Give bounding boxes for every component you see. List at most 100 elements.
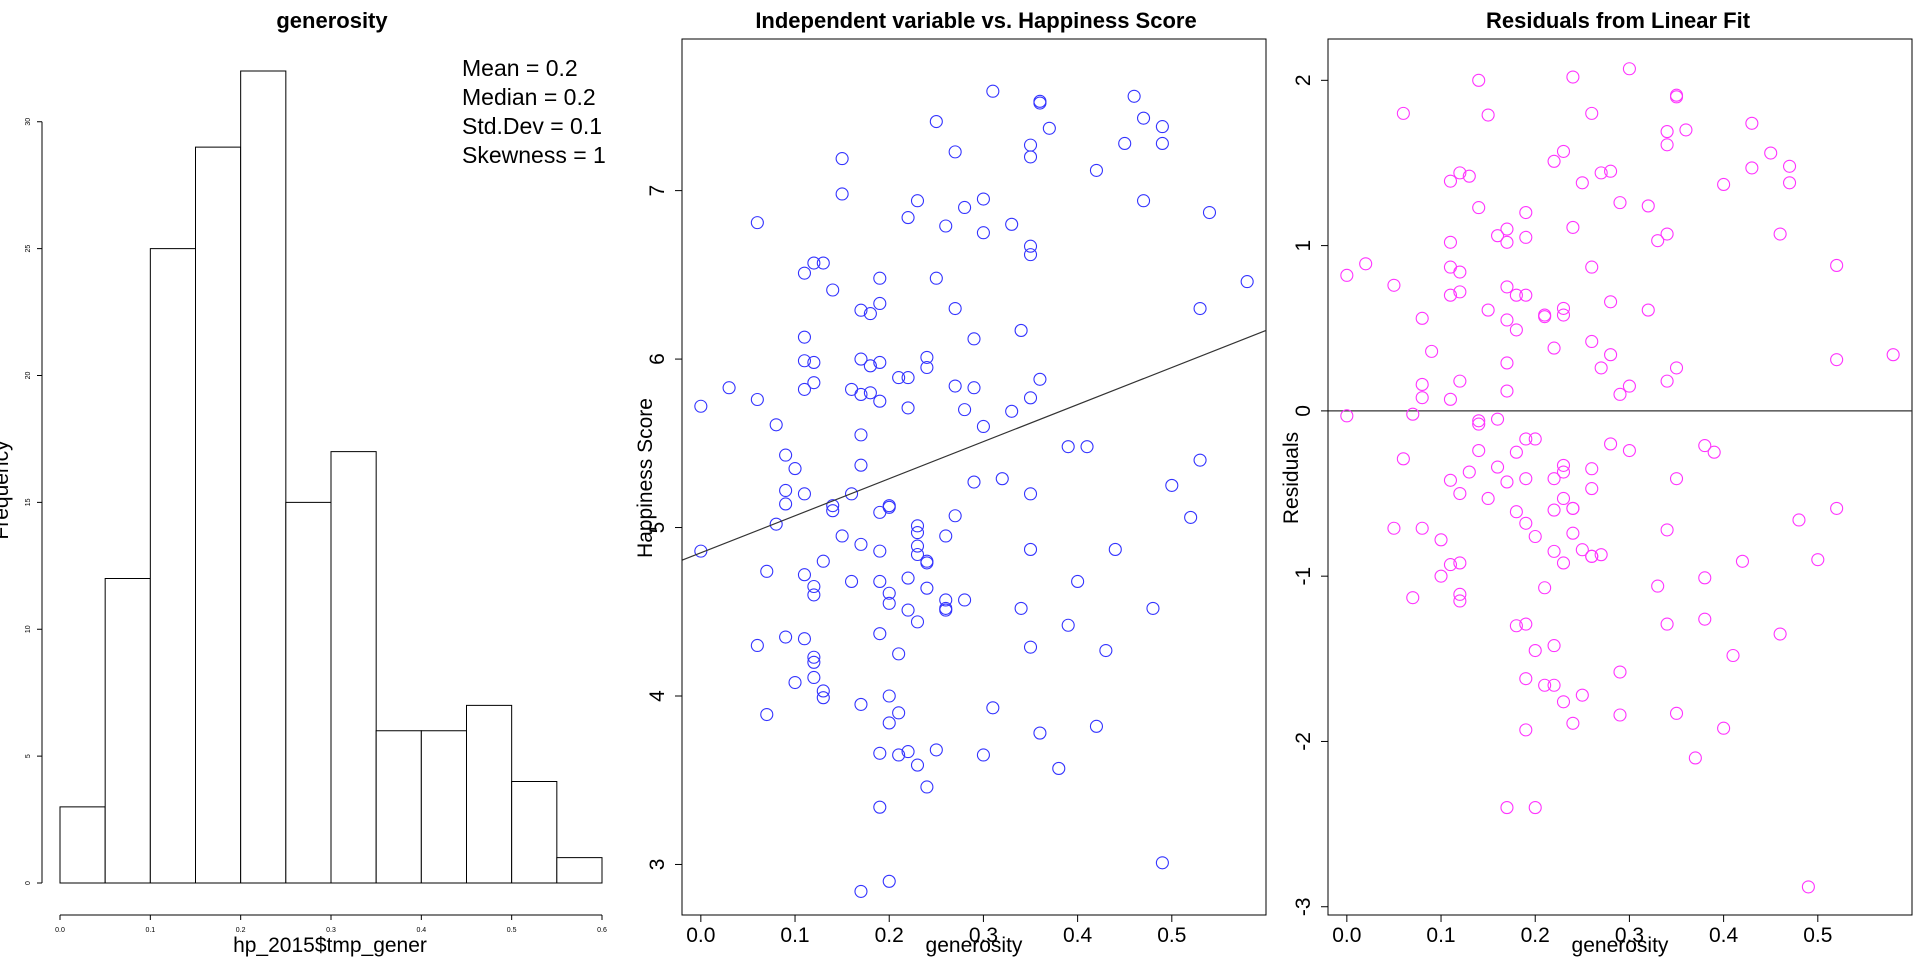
data-point: [1005, 404, 1019, 418]
data-point: [1500, 313, 1514, 327]
data-point: [873, 746, 887, 760]
data-point: [1556, 308, 1571, 322]
data-point: [1575, 688, 1589, 702]
data-point: [1415, 377, 1429, 391]
data-point: [976, 226, 990, 240]
data-point: [1509, 288, 1523, 302]
data-point: [1481, 303, 1495, 317]
data-point: [1490, 229, 1505, 243]
data-point: [1146, 601, 1160, 615]
y-tick-label: 10: [25, 625, 32, 633]
data-point: [1023, 640, 1038, 654]
data-point: [854, 884, 868, 898]
data-point: [1782, 176, 1797, 190]
data-point: [1585, 549, 1599, 563]
data-point: [948, 379, 962, 393]
data-point: [910, 519, 925, 533]
y-tick-label: -2: [1292, 732, 1315, 751]
data-point: [1136, 111, 1151, 125]
data-point: [929, 271, 943, 285]
data-point: [929, 114, 943, 129]
data-point: [1745, 161, 1759, 175]
data-point: [835, 529, 849, 543]
data-point: [854, 352, 868, 366]
data-point: [1415, 391, 1429, 405]
statistic-label: Median = 0.2: [462, 84, 596, 110]
x-tick-label: 0.3: [1615, 924, 1644, 947]
data-point: [1745, 116, 1759, 130]
y-tick-label: 30: [25, 118, 32, 126]
data-point: [939, 529, 953, 543]
data-point: [958, 593, 972, 607]
data-point: [1061, 618, 1075, 632]
data-point: [1669, 472, 1684, 486]
data-point: [807, 579, 821, 594]
y-tick-label: 3: [646, 859, 669, 871]
data-point: [1453, 285, 1467, 299]
data-point: [901, 745, 915, 759]
data-point: [1622, 62, 1636, 76]
data-point: [882, 716, 896, 730]
data-point: [901, 603, 915, 617]
data-point: [797, 330, 812, 344]
data-point: [797, 568, 812, 582]
scatter-x-label: generosity: [926, 934, 1023, 957]
data-point: [807, 650, 821, 664]
data-point: [1453, 556, 1467, 570]
data-point: [1669, 90, 1684, 104]
data-point: [1509, 505, 1523, 519]
data-point: [882, 689, 896, 703]
data-point: [910, 758, 925, 772]
data-point: [1604, 437, 1618, 451]
data-point: [920, 350, 934, 364]
data-point: [1519, 672, 1533, 686]
data-point: [863, 386, 877, 400]
data-point: [1594, 548, 1608, 562]
data-point: [1528, 529, 1542, 544]
data-point: [854, 697, 868, 711]
data-point: [1698, 612, 1712, 626]
data-point: [835, 152, 849, 166]
data-point: [1052, 761, 1066, 775]
histogram-bar: [240, 70, 287, 884]
data-point: [854, 387, 868, 402]
data-point: [826, 504, 840, 518]
x-tick-label: 0.5: [507, 927, 517, 934]
y-tick-label: 4: [646, 690, 669, 702]
data-point: [1604, 164, 1618, 178]
data-point: [1415, 521, 1429, 535]
data-point: [1453, 594, 1467, 608]
data-point: [1519, 288, 1533, 302]
data-point: [863, 307, 877, 321]
data-point: [1773, 627, 1787, 641]
data-point: [1641, 199, 1655, 213]
data-point: [1660, 125, 1674, 139]
data-point: [1585, 482, 1599, 496]
y-tick-label: 5: [646, 522, 669, 534]
data-point: [1830, 258, 1844, 272]
data-point: [1801, 880, 1815, 894]
data-point: [910, 526, 925, 540]
data-point: [1811, 553, 1825, 567]
data-point: [1080, 440, 1094, 454]
data-point: [1155, 856, 1169, 870]
y-tick-label: 1: [1292, 240, 1315, 252]
data-point: [1613, 387, 1627, 401]
data-point: [1509, 619, 1523, 633]
y-tick-label: 15: [25, 498, 32, 506]
data-point: [1830, 353, 1844, 367]
data-point: [1594, 166, 1608, 180]
data-point: [1585, 260, 1599, 274]
data-point: [1538, 581, 1552, 595]
data-point: [1434, 569, 1448, 583]
data-point: [967, 475, 981, 489]
residuals-x-ticks: 0.0 0.1 0.2 0.3 0.4 0.5: [1332, 914, 1832, 947]
histogram-title: generosity: [276, 8, 388, 33]
data-point: [892, 647, 906, 661]
data-point: [1415, 311, 1429, 325]
histogram-x-label: hp_2015$tmp_gener: [233, 934, 427, 957]
data-point: [1406, 591, 1420, 605]
data-point: [873, 271, 887, 285]
data-point: [807, 655, 821, 669]
